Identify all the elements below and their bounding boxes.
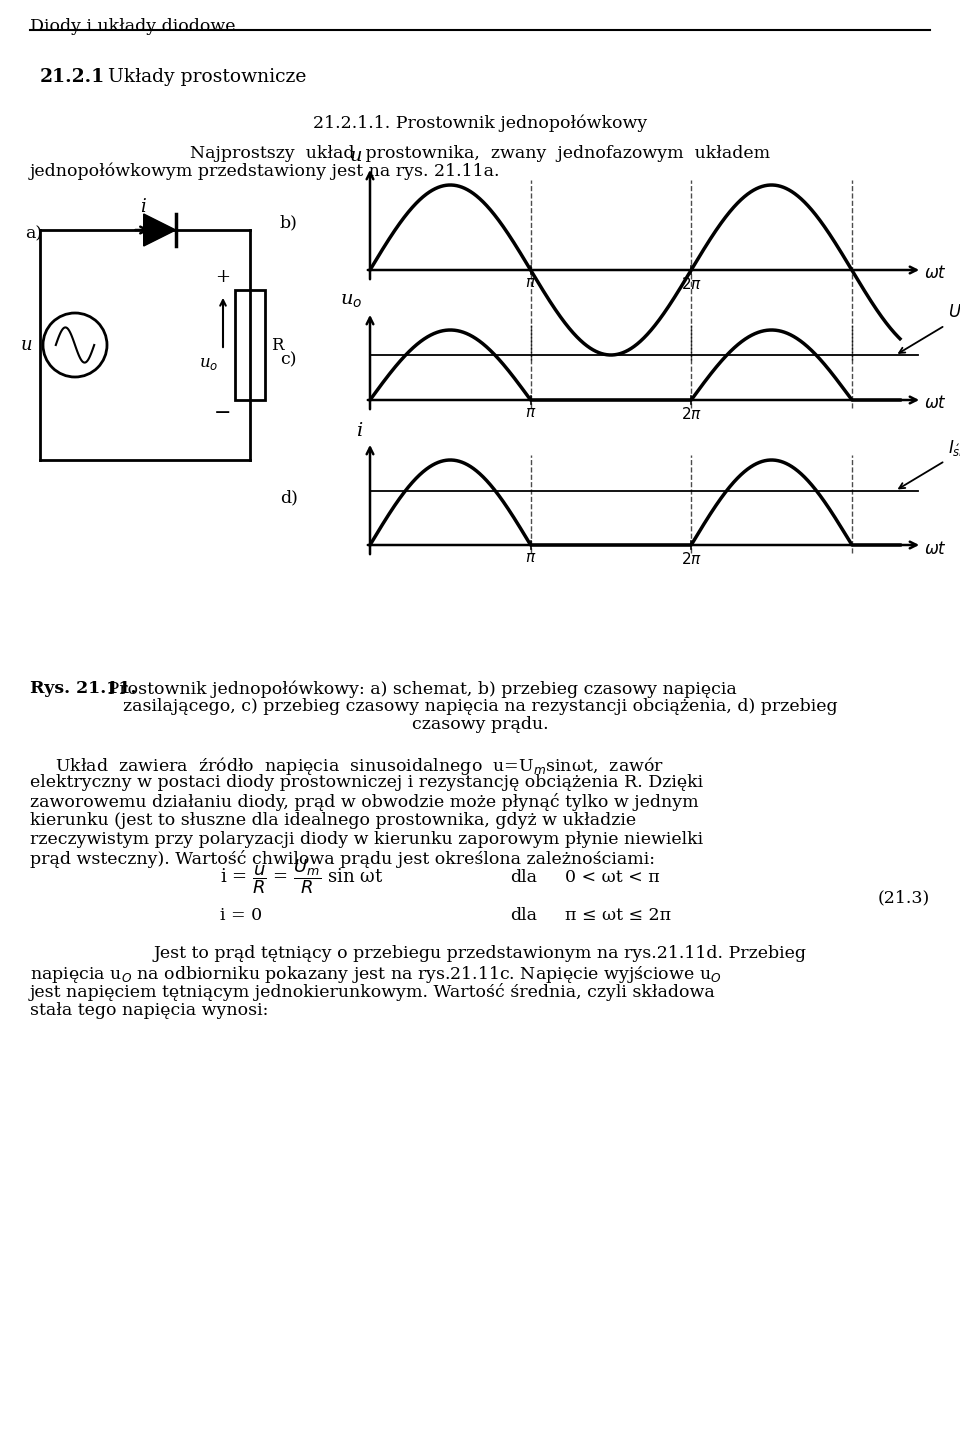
Text: c): c) [280, 352, 297, 369]
Text: (21.3): (21.3) [877, 889, 930, 907]
Text: u: u [349, 147, 362, 166]
Text: czasowy prądu.: czasowy prądu. [412, 716, 548, 732]
Text: jest napięciem tętniącym jednokierunkowym. Wartość średnia, czyli składowa: jest napięciem tętniącym jednokierunkowy… [30, 984, 716, 1001]
Text: b): b) [280, 215, 298, 231]
Text: 21.2.1.1. Prostownik jednopołówkowy: 21.2.1.1. Prostownik jednopołówkowy [313, 115, 647, 132]
Text: dla: dla [510, 907, 537, 924]
Text: $U_{o\acute{s}r}$: $U_{o\acute{s}r}$ [948, 302, 960, 323]
Text: π ≤ ωt ≤ 2π: π ≤ ωt ≤ 2π [565, 907, 671, 924]
Text: +: + [215, 267, 230, 286]
Text: R: R [271, 337, 283, 353]
Text: Diody i układy diodowe: Diody i układy diodowe [30, 17, 235, 35]
Text: jednopołówkowym przedstawiony jest na rys. 21.11a.: jednopołówkowym przedstawiony jest na ry… [30, 163, 500, 180]
Text: u: u [20, 336, 32, 355]
Text: u$_o$: u$_o$ [340, 292, 362, 309]
Text: $\omega t$: $\omega t$ [924, 541, 947, 558]
Text: $I_{\acute{s}r}$: $I_{\acute{s}r}$ [948, 437, 960, 458]
Text: i: i [139, 198, 145, 216]
Text: a): a) [25, 225, 42, 243]
Text: $2\pi$: $2\pi$ [681, 276, 702, 292]
Text: kierunku (jest to słuszne dla idealnego prostownika, gdyż w układzie: kierunku (jest to słuszne dla idealnego … [30, 812, 636, 830]
Text: 21.2.1: 21.2.1 [40, 68, 106, 86]
Text: d): d) [280, 490, 298, 507]
Text: i: i [356, 421, 362, 440]
Text: prąd wsteczny). Wartość chwilowa prądu jest określona zależnościami:: prąd wsteczny). Wartość chwilowa prądu j… [30, 850, 655, 867]
Text: zasilającego, c) przebieg czasowy napięcia na rezystancji obciążenia, d) przebie: zasilającego, c) przebieg czasowy napięc… [123, 697, 837, 715]
Text: elektryczny w postaci diody prostowniczej i rezystancję obciążenia R. Dzięki: elektryczny w postaci diody prostownicze… [30, 774, 703, 790]
Text: rzeczywistym przy polaryzacji diody w kierunku zaporowym płynie niewielki: rzeczywistym przy polaryzacji diody w ki… [30, 831, 703, 849]
Text: Jest to prąd tętniący o przebiegu przedstawionym na rys.21.11d. Przebieg: Jest to prąd tętniący o przebiegu przeds… [154, 944, 806, 962]
Text: Układy prostownicze: Układy prostownicze [102, 68, 306, 86]
Text: $2\pi$: $2\pi$ [681, 405, 702, 421]
Text: 0 < ωt < π: 0 < ωt < π [565, 869, 660, 885]
Text: $2\pi$: $2\pi$ [681, 551, 702, 567]
Text: −: − [214, 404, 231, 423]
Text: $\pi$: $\pi$ [525, 405, 537, 420]
Text: $\pi$: $\pi$ [525, 551, 537, 565]
Bar [235, 291, 265, 400]
Text: napięcia u$_O$ na odbiorniku pokazany jest na rys.21.11c. Napięcie wyjściowe u$_: napięcia u$_O$ na odbiorniku pokazany je… [30, 963, 722, 985]
Text: $\omega t$: $\omega t$ [924, 395, 947, 413]
Text: i = 0: i = 0 [220, 907, 262, 924]
Text: $\pi$: $\pi$ [525, 276, 537, 291]
Text: Najprostszy  układ  prostownika,  zwany  jednofazowym  układem: Najprostszy układ prostownika, zwany jed… [190, 145, 770, 161]
Text: i = $\dfrac{u}{R}$ = $\dfrac{U_m}{R}$ sin ωt: i = $\dfrac{u}{R}$ = $\dfrac{U_m}{R}$ si… [220, 857, 384, 897]
Text: Rys. 21.11.: Rys. 21.11. [30, 680, 136, 697]
Polygon shape [144, 214, 176, 246]
Text: u$_o$: u$_o$ [199, 355, 218, 372]
Text: Układ  zawiera  źródło  napięcia  sinusoidalnego  u=U$_m$sinωt,  zawór: Układ zawiera źródło napięcia sinusoidal… [55, 756, 664, 777]
Text: zaworowemu działaniu diody, prąd w obwodzie może płynąć tylko w jednym: zaworowemu działaniu diody, prąd w obwod… [30, 793, 699, 811]
Text: dla: dla [510, 869, 537, 885]
Text: stała tego napięcia wynosi:: stała tego napięcia wynosi: [30, 1003, 269, 1019]
Text: Prostownik jednopołówkowy: a) schemat, b) przebieg czasowy napięcia: Prostownik jednopołówkowy: a) schemat, b… [102, 680, 736, 697]
Text: $\omega t$: $\omega t$ [924, 266, 947, 282]
